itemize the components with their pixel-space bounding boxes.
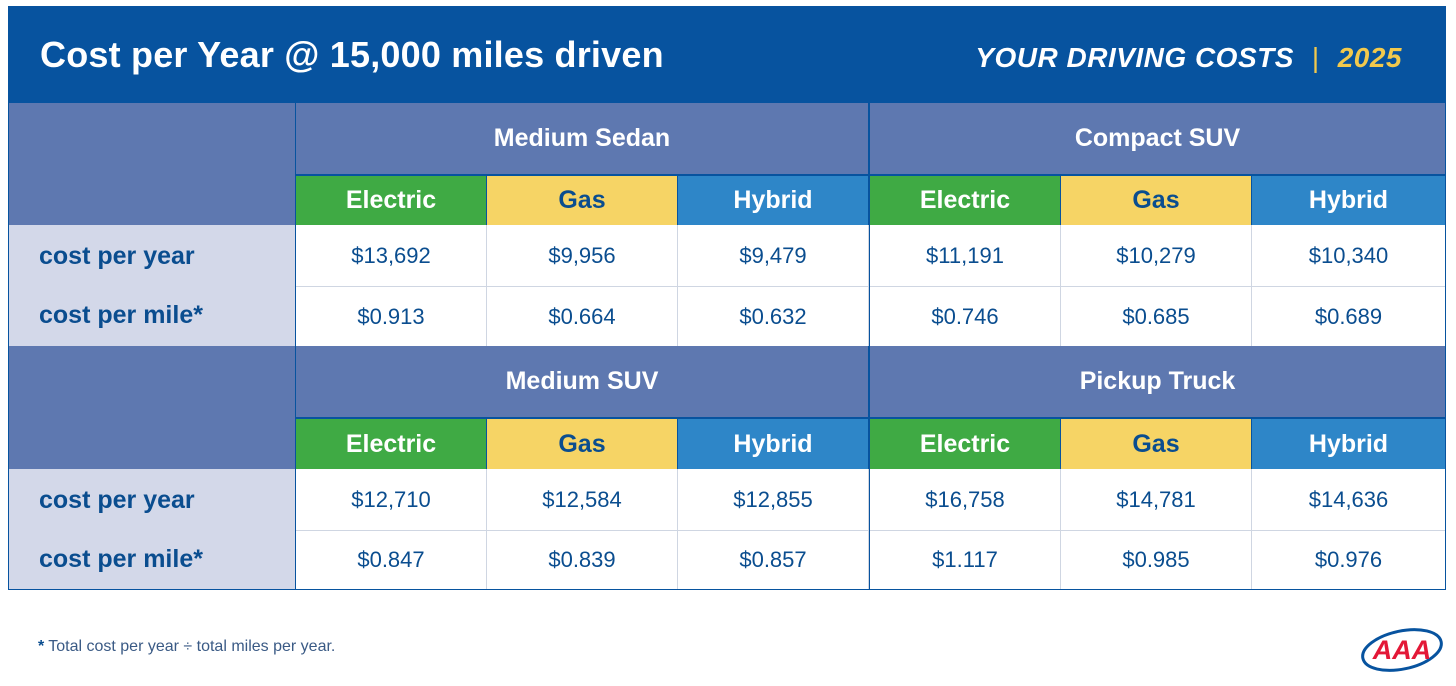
corner-cell bbox=[9, 103, 295, 225]
fuel-header-hybrid: Hybrid bbox=[678, 419, 868, 469]
fuel-header-electric: Electric bbox=[870, 176, 1060, 225]
footnote-text: Total cost per year ÷ total miles per ye… bbox=[48, 638, 336, 655]
value-cell: $13,692 bbox=[296, 225, 487, 287]
value-cell: $0.913 bbox=[296, 287, 487, 346]
value-cell: $1.117 bbox=[870, 531, 1061, 589]
value-cell: $10,279 bbox=[1061, 225, 1252, 287]
fuel-header-hybrid: Hybrid bbox=[1252, 176, 1445, 225]
row-label-cost-per-mile: cost per mile* bbox=[39, 301, 203, 329]
group-title-medium-suv: Medium SUV bbox=[296, 346, 868, 417]
fuel-header-gas: Gas bbox=[1061, 419, 1251, 469]
value-cell: $14,781 bbox=[1061, 469, 1252, 531]
value-cell: $0.685 bbox=[1061, 287, 1252, 346]
fuel-header-gas: Gas bbox=[487, 419, 677, 469]
value-cell: $12,855 bbox=[678, 469, 869, 531]
fuel-header-electric: Electric bbox=[870, 419, 1060, 469]
fuel-header-electric: Electric bbox=[296, 419, 486, 469]
value-cell: $0.632 bbox=[678, 287, 869, 346]
value-cell: $0.847 bbox=[296, 531, 487, 589]
row-label-cost-per-year: cost per year bbox=[39, 242, 195, 270]
value-cell: $0.746 bbox=[870, 287, 1061, 346]
group-title-pickup-truck: Pickup Truck bbox=[870, 346, 1445, 417]
cost-table-frame: Cost per Year @ 15,000 miles driven YOUR… bbox=[8, 6, 1446, 590]
value-cell: $0.839 bbox=[487, 531, 678, 589]
fuel-header-gas: Gas bbox=[1061, 176, 1251, 225]
row-labels: cost per year cost per mile* bbox=[9, 225, 295, 346]
value-cell: $0.664 bbox=[487, 287, 678, 346]
group-title-compact-suv: Compact SUV bbox=[870, 103, 1445, 174]
value-cell: $14,636 bbox=[1252, 469, 1445, 531]
value-cell: $0.689 bbox=[1252, 287, 1445, 346]
row-label-cost-per-year: cost per year bbox=[39, 485, 195, 514]
aaa-logo: AAA bbox=[1361, 628, 1443, 672]
aaa-logo-text: AAA bbox=[1372, 635, 1432, 665]
aaa-logo-oval bbox=[1361, 628, 1443, 672]
panel-bottom: Medium SUV Pickup Truck Electric Gas Hyb… bbox=[9, 346, 1445, 589]
brand-year: 2025 bbox=[1337, 42, 1402, 73]
brand-name: YOUR DRIVING COSTS bbox=[975, 42, 1294, 73]
fuel-header-hybrid: Hybrid bbox=[678, 176, 868, 225]
page-title: Cost per Year @ 15,000 miles driven bbox=[40, 34, 664, 75]
value-cell: $0.985 bbox=[1061, 531, 1252, 589]
footnote: * Total cost per year ÷ total miles per y… bbox=[38, 638, 335, 656]
value-cell: $16,758 bbox=[870, 469, 1061, 531]
value-cell: $0.857 bbox=[678, 531, 869, 589]
value-cell: $12,584 bbox=[487, 469, 678, 531]
brand-lockup: YOUR DRIVING COSTS | 2025 bbox=[975, 42, 1402, 74]
value-cell: $11,191 bbox=[870, 225, 1061, 287]
group-title-medium-sedan: Medium Sedan bbox=[296, 103, 868, 174]
fuel-header-hybrid: Hybrid bbox=[1252, 419, 1445, 469]
value-cell: $10,340 bbox=[1252, 225, 1445, 287]
row-labels: cost per year cost per mile* bbox=[9, 469, 295, 589]
fuel-header-electric: Electric bbox=[296, 176, 486, 225]
panel-top: Medium Sedan Compact SUV Electric Gas Hy… bbox=[9, 103, 1445, 346]
value-cell: $0.976 bbox=[1252, 531, 1445, 589]
value-cell: $9,956 bbox=[487, 225, 678, 287]
row-label-cost-per-mile: cost per mile* bbox=[39, 544, 203, 573]
fuel-header-gas: Gas bbox=[487, 176, 677, 225]
footnote-marker: * bbox=[38, 638, 45, 655]
header-bar: Cost per Year @ 15,000 miles driven YOUR… bbox=[8, 6, 1446, 102]
value-cell: $9,479 bbox=[678, 225, 869, 287]
brand-separator: | bbox=[1311, 42, 1320, 73]
corner-cell bbox=[9, 346, 295, 469]
value-cell: $12,710 bbox=[296, 469, 487, 531]
